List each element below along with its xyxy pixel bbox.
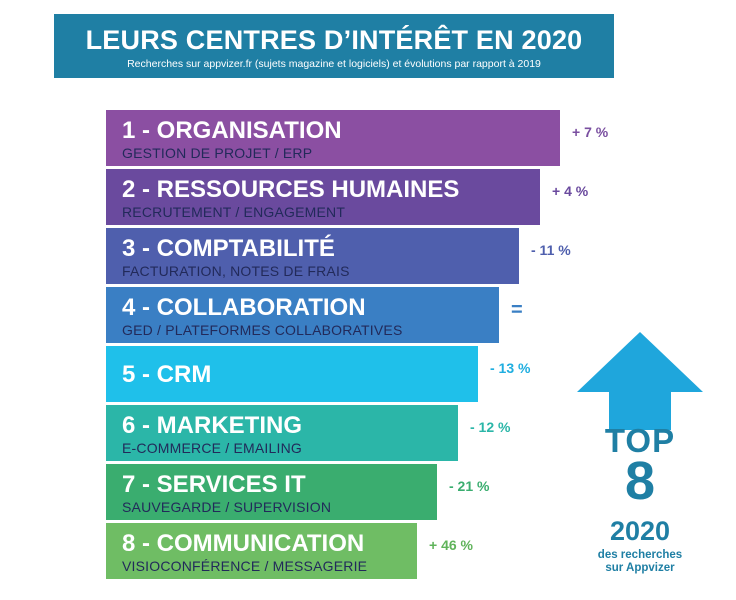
bar-1: 1 - ORGANISATION GESTION DE PROJET / ERP — [106, 110, 560, 166]
bar-8: 8 - COMMUNICATION VISIOCONFÉRENCE / MESSA… — [106, 523, 417, 579]
change-label: - 21 % — [449, 478, 490, 494]
bar-label: 3 - COMPTABILITÉ — [122, 235, 335, 262]
top-caption-line2: sur Appvizer — [605, 562, 675, 574]
bar-label: 1 - ORGANISATION — [122, 117, 342, 144]
change-label: + 4 % — [552, 183, 589, 199]
header-banner: LEURS CENTRES D’INTÉRÊT EN 2020 Recherch… — [54, 14, 614, 78]
bar-sublabel: GED / PLATEFORMES COLLABORATIVES — [122, 322, 403, 338]
up-arrow-icon — [577, 332, 703, 430]
bar-sublabel: FACTURATION, NOTES DE FRAIS — [122, 263, 350, 279]
bar-2: 2 - RESSOURCES HUMAINES RECRUTEMENT / ENG… — [106, 169, 540, 225]
bar-label: 6 - MARKETING — [122, 412, 302, 439]
top-badge: TOP 8 2020 des recherches sur Appvizer — [575, 330, 705, 590]
bar-6: 6 - MARKETING E-COMMERCE / EMAILING — [106, 405, 458, 461]
bar-sublabel: RECRUTEMENT / ENGAGEMENT — [122, 204, 346, 220]
bar-sublabel: GESTION DE PROJET / ERP — [122, 145, 313, 161]
bar-sublabel: VISIOCONFÉRENCE / MESSAGERIE — [122, 558, 368, 574]
bar-label: 8 - COMMUNICATION — [122, 530, 365, 557]
bar-label: 5 - CRM — [122, 361, 212, 388]
bar-4: 4 - COLLABORATION GED / PLATEFORMES COLLA… — [106, 287, 499, 343]
top-caption: des recherches sur Appvizer — [575, 549, 705, 575]
change-label: = — [511, 299, 523, 321]
change-label: + 7 % — [572, 124, 609, 140]
bar-7: 7 - SERVICES IT SAUVEGARDE / SUPERVISION — [106, 464, 437, 520]
bar-label: 7 - SERVICES IT — [122, 471, 306, 498]
change-label: + 46 % — [429, 537, 473, 553]
bar-label: 2 - RESSOURCES HUMAINES — [122, 176, 460, 203]
top-word: TOP — [604, 422, 676, 459]
bar-sublabel: E-COMMERCE / EMAILING — [122, 440, 302, 456]
page-title: LEURS CENTRES D’INTÉRÊT EN 2020 — [85, 25, 583, 55]
bar-sublabel: SAUVEGARDE / SUPERVISION — [122, 499, 332, 515]
bar-label: 4 - COLLABORATION — [122, 294, 366, 321]
top-caption-line1: des recherches — [597, 549, 683, 561]
change-label: - 12 % — [470, 419, 511, 435]
bar-5: 5 - CRM — [106, 346, 478, 402]
change-label: - 13 % — [490, 360, 531, 376]
top-year: 2020 — [609, 516, 671, 546]
page-subtitle: Recherches sur appvizer.fr (sujets magaz… — [127, 58, 541, 70]
top-number: 8 — [624, 451, 656, 511]
bar-3: 3 - COMPTABILITÉ FACTURATION, NOTES DE FR… — [106, 228, 519, 284]
change-label: - 11 % — [531, 242, 571, 258]
